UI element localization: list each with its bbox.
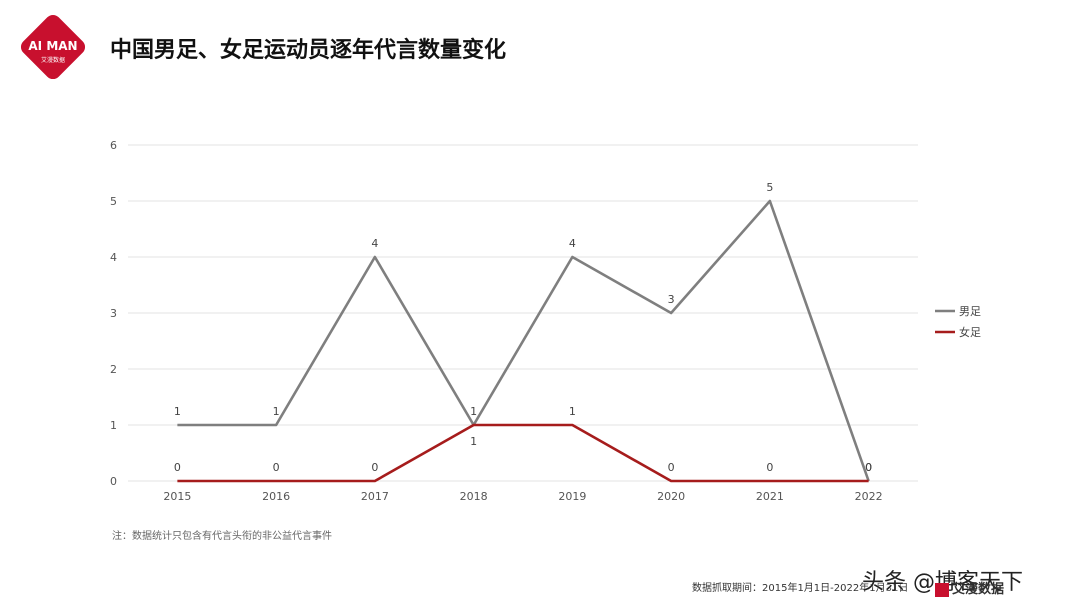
- data-label: 0: [865, 461, 872, 474]
- x-tick-label: 2020: [657, 490, 685, 503]
- logo-text: AI MAN: [28, 39, 77, 53]
- y-tick-label: 4: [110, 251, 117, 264]
- data-source: 数据抓取期间：2015年1月1日-2022年1月31日: [692, 583, 909, 594]
- y-tick-label: 1: [110, 419, 117, 432]
- x-tick-label: 2015: [163, 490, 191, 503]
- aiman-logo: AI MAN 艾漫数据: [20, 14, 86, 80]
- x-axis-ticks: 2015 2016 2017 2018 2019 2020 2021 2022: [163, 490, 882, 503]
- data-label: 4: [569, 237, 576, 250]
- footer-brand: 艾漫数据: [935, 578, 1004, 597]
- y-tick-label: 5: [110, 195, 117, 208]
- data-label: 4: [371, 237, 378, 250]
- y-tick-label: 3: [110, 307, 117, 320]
- x-tick-label: 2018: [460, 490, 488, 503]
- data-label: 1: [470, 435, 477, 448]
- series-line-men: [177, 199, 870, 482]
- logo-subtext: 艾漫数据: [41, 56, 65, 64]
- legend-label: 男足: [959, 305, 981, 318]
- chart-series: [177, 199, 870, 483]
- chart-note: 注：数据统计只包含有代言头衔的非公益代言事件: [112, 531, 332, 542]
- legend-label: 女足: [959, 325, 981, 339]
- data-label: 0: [273, 461, 280, 474]
- data-label: 1: [273, 405, 280, 418]
- x-tick-label: 2021: [756, 490, 784, 503]
- data-label: 5: [766, 181, 773, 194]
- page-title: 中国男足、女足运动员逐年代言数量变化: [110, 38, 507, 63]
- chart-gridlines: [128, 144, 918, 482]
- y-tick-label: 0: [110, 475, 117, 488]
- data-label: 0: [371, 461, 378, 474]
- y-tick-label: 6: [110, 139, 117, 152]
- x-tick-label: 2016: [262, 490, 290, 503]
- x-tick-label: 2017: [361, 490, 389, 503]
- data-label: 0: [766, 461, 773, 474]
- x-tick-label: 2019: [558, 490, 586, 503]
- data-label: 1: [569, 405, 576, 418]
- y-tick-label: 2: [110, 363, 117, 376]
- data-label: 1: [174, 405, 181, 418]
- series-line-women: [177, 423, 869, 483]
- footer-brand-text: 艾漫数据: [952, 582, 1005, 597]
- data-label: 0: [668, 461, 675, 474]
- data-label: 1: [470, 405, 477, 418]
- data-label: 3: [668, 293, 675, 306]
- x-tick-label: 2022: [855, 490, 883, 503]
- data-label: 0: [865, 461, 872, 474]
- data-label: 0: [174, 461, 181, 474]
- brand-square-icon: [935, 582, 949, 597]
- y-axis-ticks: 0 1 2 3 4 5 6: [110, 139, 117, 488]
